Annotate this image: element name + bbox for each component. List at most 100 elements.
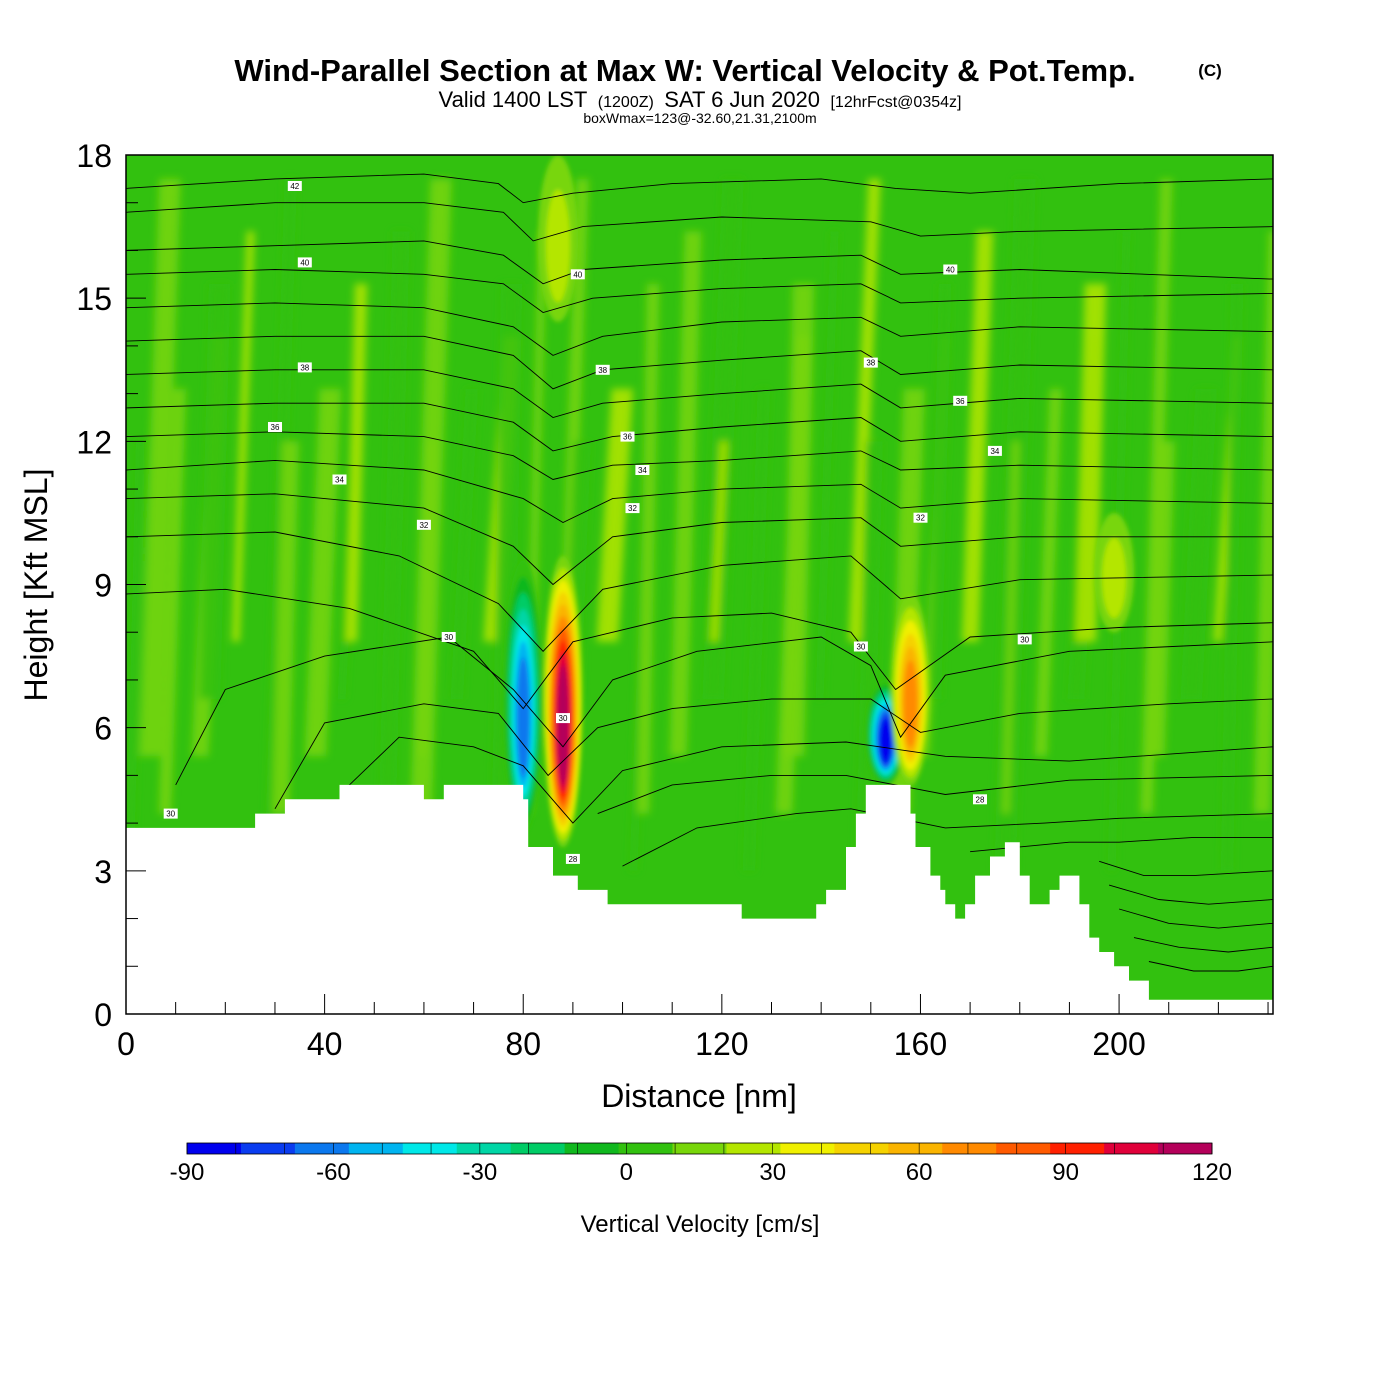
w-band	[516, 657, 530, 778]
x-axis-title: Distance [nm]	[601, 1078, 797, 1114]
valid-date: SAT 6 Jun 2020	[664, 87, 820, 112]
svg-text:40: 40	[946, 266, 955, 275]
colorbar-swatch	[187, 1143, 242, 1154]
valid-prefix: Valid 1400 LST	[439, 87, 588, 112]
theta-contour	[126, 402, 1273, 452]
theta-contour	[126, 588, 1273, 710]
theta-contour	[1133, 937, 1273, 953]
colorbar-tick-label: 60	[906, 1159, 933, 1186]
svg-text:32: 32	[628, 504, 637, 513]
field-streak	[158, 388, 187, 814]
colorbar-swatch	[1050, 1143, 1105, 1154]
x-tick-label: 160	[894, 1026, 947, 1062]
svg-text:34: 34	[990, 447, 999, 456]
field-streak	[928, 283, 952, 699]
colorbar-swatch	[996, 1143, 1051, 1154]
theta-contour	[1099, 860, 1273, 877]
contour-label: 28	[973, 794, 987, 805]
colorbar-swatch	[240, 1143, 296, 1154]
w-band	[903, 660, 918, 748]
x-tick-label: 120	[695, 1026, 748, 1062]
valid-utc: (1200Z)	[598, 94, 654, 111]
colorbar-tick-label: 120	[1192, 1159, 1232, 1186]
theta-contour	[1118, 908, 1273, 929]
contour-label: 30	[441, 632, 456, 642]
contour-label: 32	[913, 512, 928, 523]
x-tick-label: 0	[117, 1026, 135, 1062]
contour-label: 36	[953, 395, 968, 406]
contour-label: 36	[268, 422, 282, 432]
svg-text:30: 30	[1020, 635, 1029, 644]
plot-area: 42 40 40 40 38 38 38 36 36 36 34 34 34 32 32 32 30 30 30 30…	[126, 155, 1273, 1014]
colorbar-tick-label: -30	[463, 1159, 498, 1186]
theta-contour	[126, 173, 1273, 204]
svg-text:38: 38	[300, 363, 309, 372]
theta-contour	[597, 774, 1273, 815]
contour-label: 40	[943, 264, 958, 275]
colorbar-tick-label: 90	[1052, 1159, 1079, 1186]
field-streak	[815, 231, 839, 699]
x-axis: 0 40 80 120 160 200	[117, 994, 1269, 1062]
theta-contour	[1108, 884, 1273, 905]
colorbar-swatch	[780, 1143, 835, 1154]
svg-text:30: 30	[559, 714, 568, 723]
updraft-core	[1094, 512, 1135, 633]
field-streak	[1034, 388, 1062, 757]
contour-label: 36	[620, 431, 635, 442]
svg-text:36: 36	[956, 397, 965, 406]
svg-text:34: 34	[638, 466, 647, 475]
forecast-info: [12hrFcst@0354z]	[830, 94, 961, 111]
theta-contour	[126, 369, 1273, 418]
field-streak	[1147, 441, 1175, 757]
w-band	[546, 189, 570, 303]
chart-title-group: Wind-Parallel Section at Max W: Vertical…	[234, 53, 1221, 126]
colorbar-swatch	[888, 1143, 943, 1154]
colorbar-swatch	[618, 1143, 673, 1154]
y-tick-label: 3	[94, 854, 112, 890]
contour-label: 34	[332, 474, 347, 485]
chart-title: Wind-Parallel Section at Max W: Vertical…	[234, 53, 1135, 88]
contour-label: 38	[297, 362, 312, 373]
field-streak	[345, 283, 368, 642]
x-tick-label: 200	[1092, 1026, 1145, 1062]
y-tick-label: 12	[76, 424, 112, 460]
contour-label: 28	[565, 853, 580, 864]
field-streak	[961, 231, 994, 642]
w-band	[557, 664, 569, 786]
downdraft-core	[503, 560, 544, 833]
field-streak	[1220, 283, 1244, 871]
svg-text:36: 36	[623, 433, 632, 442]
field-streak	[272, 441, 299, 814]
contour-label: 30	[853, 641, 868, 652]
colorbar-swatch	[672, 1143, 727, 1154]
colorbar-swatch	[510, 1143, 566, 1154]
svg-text:36: 36	[271, 423, 280, 432]
y-tick-label: 0	[94, 997, 112, 1033]
field-streak	[126, 441, 144, 871]
field-streak	[418, 441, 436, 757]
colorbar-swatch	[1104, 1143, 1159, 1154]
field-streak	[596, 388, 633, 642]
colorbar-swatch	[1158, 1143, 1213, 1154]
contour-label: 32	[416, 519, 431, 530]
chart-subtitle: Valid 1400 LST (1200Z) SAT 6 Jun 2020 [1…	[439, 87, 962, 112]
theta-contour	[126, 493, 1273, 586]
theta-contour	[175, 636, 1273, 786]
colorbar-tick-label: 0	[620, 1159, 633, 1186]
svg-text:42: 42	[290, 182, 299, 191]
updraft-core	[543, 555, 583, 848]
contour-label: 40	[570, 269, 585, 280]
theta-contour	[126, 202, 1273, 242]
contour-label: 30	[163, 808, 178, 819]
svg-text:40: 40	[573, 270, 582, 279]
field-streak	[1253, 231, 1273, 814]
svg-text:30: 30	[444, 633, 453, 642]
contour-label: 34	[987, 445, 1002, 456]
svg-text:32: 32	[419, 521, 428, 530]
svg-text:40: 40	[300, 258, 309, 267]
contour-label: 34	[635, 465, 650, 475]
y-tick-label: 6	[94, 711, 112, 747]
colorbar-swatch	[402, 1143, 458, 1154]
contour-label: 38	[595, 364, 610, 375]
